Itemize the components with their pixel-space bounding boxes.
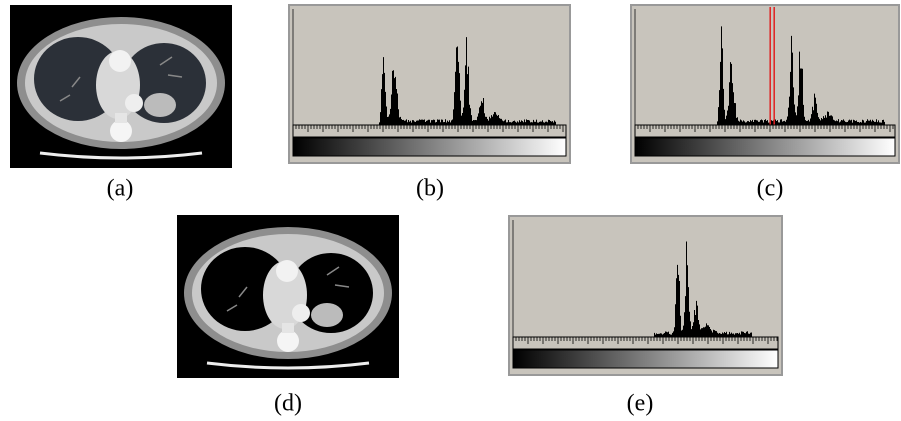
panel-label: (d) [274, 391, 302, 417]
ruler [293, 125, 566, 137]
panel-label: (a) [107, 176, 134, 202]
gray-gradient [293, 138, 566, 156]
panel-label: (e) [627, 391, 654, 417]
ct-image [10, 5, 232, 168]
gray-gradient [513, 350, 778, 368]
ct-image [177, 215, 399, 378]
figure: (a) (b) (c) (d) (e) [0, 0, 901, 421]
gray-gradient [635, 138, 895, 156]
panel-label: (b) [416, 176, 444, 202]
panel-label: (c) [757, 176, 784, 202]
page: {"panels": [{"label": "(a)"}, {"label": … [0, 0, 901, 421]
